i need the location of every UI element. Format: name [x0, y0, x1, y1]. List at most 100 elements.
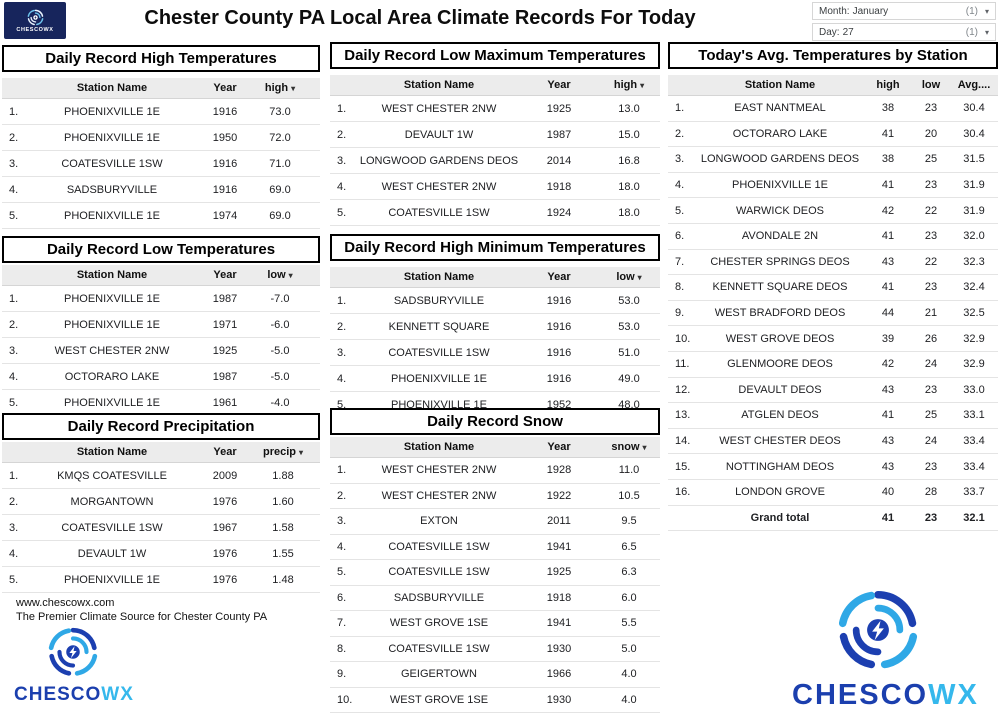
station-name-cell: CHESTER SPRINGS DEOS	[710, 255, 850, 268]
value-cell: 39	[881, 332, 895, 345]
column-header-year[interactable]: Year	[547, 79, 571, 91]
row-index: 13.	[675, 409, 691, 422]
row-index-header	[2, 265, 28, 285]
station-name-cell: PHOENIXVILLE 1E	[64, 105, 160, 118]
value-cell: 69.0	[269, 183, 291, 196]
value-cell: 10.5	[618, 489, 640, 502]
station-name-cell: PHOENIXVILLE 1E	[64, 209, 160, 222]
row-index: 1.	[337, 464, 347, 477]
value-cell: 1941	[546, 540, 572, 553]
table-row: 1. PHOENIXVILLE 1E 1987 -7.0	[2, 286, 320, 312]
row-index: 10.	[675, 332, 691, 345]
value-cell: 1930	[546, 642, 572, 655]
table-row: 3. COATESVILLE 1SW 1967 1.58	[2, 515, 320, 541]
value-cell: 1916	[546, 320, 572, 333]
row-index: 1.	[9, 292, 19, 305]
station-name-cell: AVONDALE 2N	[741, 230, 819, 243]
column-header-precip[interactable]: precip ▾	[262, 446, 304, 458]
station-name-cell: PHOENIXVILLE 1E	[64, 396, 160, 409]
filter-day-label: Day:	[819, 26, 840, 38]
station-name-cell: OCTORARO LAKE	[732, 127, 828, 140]
row-index: 3.	[337, 346, 347, 359]
row-index: 8.	[337, 642, 347, 655]
value-cell: 28	[924, 486, 938, 499]
row-index: 5.	[9, 209, 19, 222]
column-header-station-name[interactable]: Station Name	[403, 271, 475, 283]
table-header-row: Station Name high low Avg....	[668, 75, 998, 96]
column-header-station-name[interactable]: Station Name	[403, 441, 475, 453]
value-cell: 1.58	[272, 521, 294, 534]
row-index: 5.	[337, 566, 347, 579]
value-cell: 43	[881, 383, 895, 396]
table-daily-record-precipitation: Daily Record Precipitation Station Name Ye…	[2, 413, 320, 593]
table-row: 5. COATESVILLE 1SW 1925 6.3	[330, 560, 660, 586]
column-header-station-name[interactable]: Station Name	[76, 446, 148, 458]
table-header-row: Station Name Year high ▾	[2, 78, 320, 99]
column-header-low[interactable]: low ▾	[616, 271, 642, 283]
row-index	[668, 506, 694, 531]
table-row: 2. PHOENIXVILLE 1E 1950 72.0	[2, 125, 320, 151]
header-logo-text: CHESCOWX	[16, 26, 54, 33]
row-index-header	[330, 437, 358, 457]
table-row: 16. LONDON GROVE 40 28 33.7	[668, 479, 998, 506]
column-header-year[interactable]: Year	[213, 446, 237, 458]
column-header-year[interactable]: Year	[213, 82, 237, 94]
filter-month[interactable]: Month: January (1) ▾	[812, 2, 996, 20]
filter-day[interactable]: Day: 27 (1) ▾	[812, 23, 996, 41]
column-header-avg[interactable]: Avg....	[957, 79, 991, 91]
column-header-high[interactable]: high	[876, 79, 900, 91]
value-cell: 1976	[212, 495, 238, 508]
table-header-row: Station Name Year low ▾	[330, 267, 660, 288]
station-name-cell: KENNETT SQUARE DEOS	[712, 281, 848, 294]
station-name-cell: WEST CHESTER 2NW	[381, 102, 497, 115]
station-name-cell: COATESVILLE 1SW	[61, 521, 163, 534]
row-index: 4.	[337, 372, 347, 385]
value-cell: -4.0	[270, 396, 290, 409]
station-name-cell: PHOENIXVILLE 1E	[732, 179, 828, 192]
value-cell: 43	[881, 255, 895, 268]
table-row: 9. GEIGERTOWN 1966 4.0	[330, 662, 660, 688]
column-header-station-name[interactable]: Station Name	[403, 79, 475, 91]
column-header-year[interactable]: Year	[547, 271, 571, 283]
row-index: 1.	[337, 102, 347, 115]
column-header-low[interactable]: low	[921, 79, 941, 91]
table-row: 5. PHOENIXVILLE 1E 1976 1.48	[2, 567, 320, 593]
table-row: 4. COATESVILLE 1SW 1941 6.5	[330, 534, 660, 560]
value-cell: 25	[924, 409, 938, 422]
station-name-cell: EAST NANTMEAL	[734, 102, 826, 115]
column-header-high[interactable]: high ▾	[613, 79, 645, 91]
column-header-station-name[interactable]: Station Name	[744, 79, 816, 91]
value-cell: 6.3	[621, 566, 637, 579]
table-title: Daily Record Low Temperatures	[2, 236, 320, 263]
value-cell: 21	[924, 307, 938, 320]
table-title: Daily Record High Temperatures	[2, 45, 320, 72]
value-cell: 11.0	[618, 464, 640, 477]
table-row: 1. KMQS COATESVILLE 2009 1.88	[2, 463, 320, 489]
column-header-station-name[interactable]: Station Name	[76, 269, 148, 281]
value-cell: 72.0	[269, 131, 291, 144]
column-header-low[interactable]: low ▾	[267, 269, 293, 281]
column-header-year[interactable]: Year	[213, 269, 237, 281]
row-index: 3.	[9, 521, 19, 534]
column-header-year[interactable]: Year	[547, 441, 571, 453]
value-cell: 1.55	[272, 547, 294, 560]
value-cell: 33.4	[963, 460, 985, 473]
row-index: 16.	[675, 486, 691, 499]
column-header-station-name[interactable]: Station Name	[76, 82, 148, 94]
value-cell: -5.0	[270, 370, 290, 383]
value-cell: 23	[924, 179, 938, 192]
column-header-high[interactable]: high ▾	[264, 82, 296, 94]
station-name-cell: MORGANTOWN	[70, 495, 154, 508]
value-cell: 18.0	[618, 180, 640, 193]
station-name-cell: Grand total	[750, 511, 810, 524]
row-index: 7.	[675, 255, 685, 268]
station-name-cell: PHOENIXVILLE 1E	[64, 292, 160, 305]
row-index: 4.	[337, 540, 347, 553]
value-cell: 40	[881, 486, 895, 499]
column-header-snow[interactable]: snow ▾	[611, 441, 647, 453]
table-row: 1. WEST CHESTER 2NW 1928 11.0	[330, 458, 660, 484]
row-index: 2.	[9, 318, 19, 331]
row-index: 4.	[675, 179, 685, 192]
station-name-cell: EXTON	[420, 515, 458, 528]
row-index: 2.	[9, 131, 19, 144]
